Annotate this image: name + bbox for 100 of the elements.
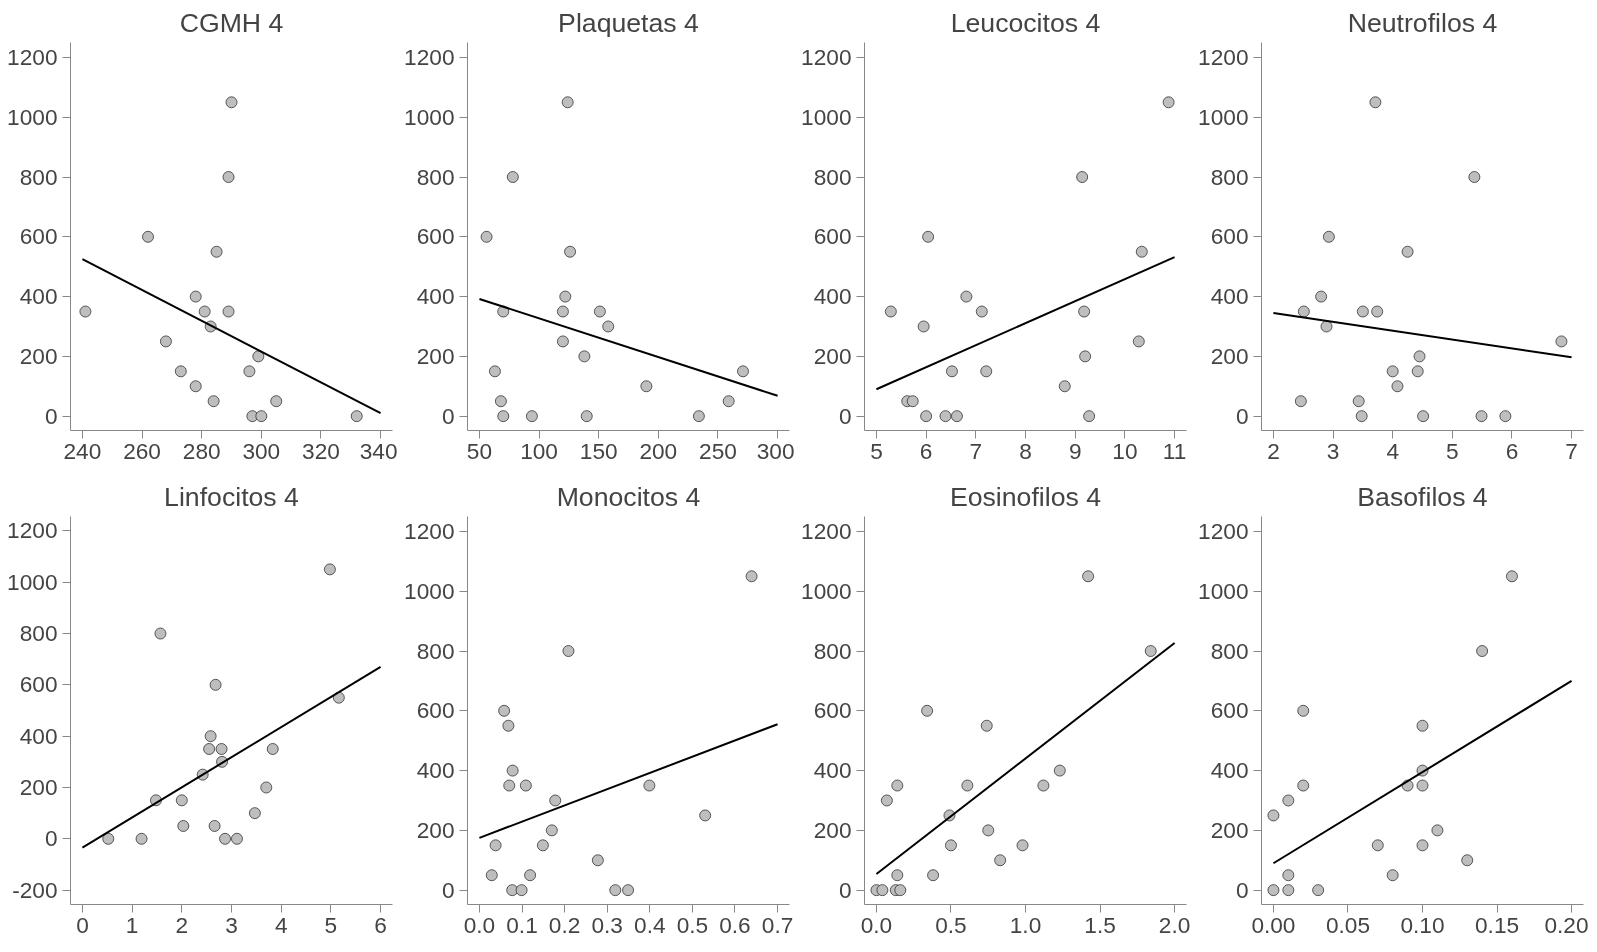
y-tick-label: 200 xyxy=(19,773,58,800)
point xyxy=(1356,305,1369,318)
point xyxy=(975,305,988,318)
y-tick-label: 1000 xyxy=(404,577,455,604)
point xyxy=(1078,305,1091,318)
chart-title: Monocitos 4 xyxy=(556,481,701,512)
point xyxy=(1371,839,1384,852)
point xyxy=(545,824,558,837)
point xyxy=(722,395,735,408)
point xyxy=(1312,884,1325,897)
point xyxy=(79,305,92,318)
x-tick-label: 0.3 xyxy=(591,911,623,938)
point xyxy=(622,884,634,897)
point xyxy=(231,832,243,845)
y-tick-label: 800 xyxy=(1210,163,1249,190)
point xyxy=(270,395,283,408)
point xyxy=(549,794,562,807)
y-tick-label: 400 xyxy=(1210,283,1249,310)
point xyxy=(323,563,336,576)
y-tick-label: 0 xyxy=(1235,402,1249,429)
x-tick-label: 0.5 xyxy=(676,911,709,938)
point xyxy=(519,779,532,792)
y-tick-label: 1200 xyxy=(1198,43,1249,70)
x-tick-label: 10 xyxy=(1112,437,1138,464)
point xyxy=(559,290,572,303)
x-tick-label: 6 xyxy=(1505,437,1519,464)
point xyxy=(1135,245,1148,258)
x-tick-label: 260 xyxy=(123,437,161,464)
point xyxy=(699,809,712,822)
point xyxy=(602,320,615,333)
y-tick-label: 200 xyxy=(416,816,455,843)
point xyxy=(578,350,591,363)
point xyxy=(1401,245,1414,258)
point xyxy=(266,743,279,755)
point xyxy=(980,365,993,378)
point xyxy=(1294,395,1307,408)
x-tick-label: 0.7 xyxy=(761,911,794,938)
chart-title: Leucocitos 4 xyxy=(950,7,1101,38)
point xyxy=(210,245,223,258)
point xyxy=(643,779,656,792)
x-tick-label: 5 xyxy=(870,437,883,464)
point xyxy=(562,645,575,657)
x-tick-label: 0.1 xyxy=(506,911,538,938)
point xyxy=(1352,395,1365,408)
point xyxy=(1297,305,1310,318)
point xyxy=(1411,365,1424,378)
point xyxy=(1391,380,1404,393)
y-tick-label: 1000 xyxy=(801,577,852,604)
point xyxy=(1320,320,1333,333)
x-tick-label: 2 xyxy=(1267,437,1280,464)
x-tick-label: 11 xyxy=(1162,437,1187,464)
x-tick-label: 300 xyxy=(242,437,281,464)
point xyxy=(1386,869,1399,882)
x-tick-label: 150 xyxy=(579,437,618,464)
point xyxy=(591,854,604,867)
point xyxy=(920,410,933,423)
y-tick-label: 600 xyxy=(1210,697,1249,724)
x-tick-label: 4 xyxy=(1386,437,1399,464)
x-tick-label: 1.0 xyxy=(1009,911,1042,938)
point xyxy=(219,832,231,845)
x-tick-label: 300 xyxy=(756,437,795,464)
y-tick-label: 0 xyxy=(44,825,58,852)
point xyxy=(1416,719,1429,732)
point xyxy=(255,410,268,423)
y-tick-label: 1200 xyxy=(404,517,455,544)
point xyxy=(945,839,957,852)
y-tick-label: 200 xyxy=(1210,342,1249,369)
x-tick-label: 6 xyxy=(374,911,387,938)
y-tick-label: 800 xyxy=(19,620,58,647)
point xyxy=(891,779,904,792)
point xyxy=(208,820,221,832)
point xyxy=(593,305,606,318)
point xyxy=(480,230,493,243)
point xyxy=(222,305,235,318)
x-tick-label: 2 xyxy=(175,911,189,938)
point xyxy=(980,719,993,732)
point xyxy=(243,365,256,378)
x-tick-label: 320 xyxy=(302,437,340,464)
chart-title: Plaquetas 4 xyxy=(558,7,700,38)
y-tick-label: 0 xyxy=(44,402,58,429)
point xyxy=(1053,764,1066,777)
point xyxy=(536,839,549,852)
point xyxy=(939,410,952,423)
point xyxy=(1417,410,1429,423)
point xyxy=(1282,794,1295,807)
y-tick-label: 400 xyxy=(19,283,58,310)
point xyxy=(994,854,1007,867)
point xyxy=(1282,884,1295,897)
point xyxy=(350,410,363,423)
point xyxy=(1476,645,1489,657)
point xyxy=(102,832,115,845)
point xyxy=(524,869,537,882)
chart-title: Basofilos 4 xyxy=(1357,481,1488,512)
y-tick-label: 1000 xyxy=(1198,103,1249,130)
point xyxy=(1468,171,1481,183)
point xyxy=(737,365,749,378)
x-tick-label: 0 xyxy=(76,911,89,938)
point xyxy=(1083,410,1095,423)
point xyxy=(252,350,265,363)
chart-title: Neutrofilos 4 xyxy=(1347,7,1498,38)
